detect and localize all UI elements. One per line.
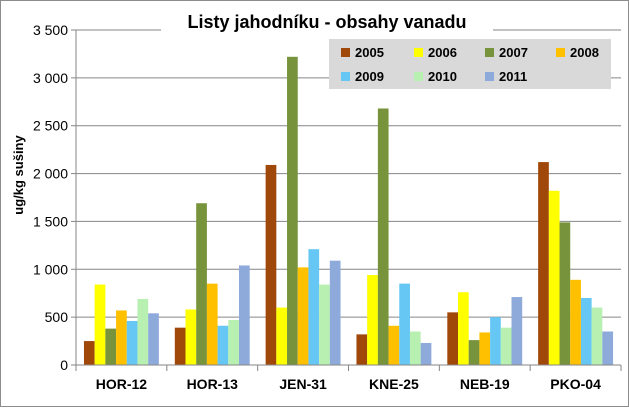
bar-2010-KNE-25 — [409, 331, 421, 365]
bar-2007-HOR-13 — [196, 203, 207, 365]
legend-label-2008: 2008 — [570, 45, 599, 60]
legend-swatch-2011 — [485, 72, 494, 81]
y-tick-label: 1 000 — [33, 261, 68, 277]
bar-2007-PKO-04 — [559, 222, 571, 365]
bar-2008-HOR-13 — [206, 283, 218, 365]
y-tick-label: 2 500 — [33, 118, 68, 134]
legend-label-2009: 2009 — [355, 69, 384, 84]
y-tick-label: 500 — [45, 309, 69, 325]
bar-2006-JEN-31 — [276, 307, 288, 365]
bar-2009-HOR-12 — [126, 320, 138, 365]
bar-2006-PKO-04 — [548, 190, 560, 365]
legend-label-2010: 2010 — [428, 69, 457, 84]
legend-swatch-2009 — [341, 72, 350, 81]
bar-2007-HOR-12 — [105, 328, 117, 365]
bar-2005-PKO-04 — [538, 162, 549, 365]
x-tick-label: KNE-25 — [369, 376, 419, 392]
legend-label-2005: 2005 — [355, 45, 384, 60]
bar-2009-NEB-19 — [490, 317, 501, 365]
bar-2007-KNE-25 — [377, 108, 389, 365]
legend-box — [329, 39, 611, 89]
y-tick-label: 3 500 — [33, 22, 68, 38]
legend-swatch-2007 — [485, 48, 494, 57]
bars — [83, 56, 614, 366]
y-tick-label: 3 000 — [33, 70, 68, 86]
bar-2008-KNE-25 — [388, 325, 400, 365]
bar-2008-HOR-12 — [116, 310, 127, 365]
bar-2005-HOR-12 — [83, 341, 95, 365]
bar-2010-HOR-12 — [137, 298, 149, 365]
chart-title: Listy jahodníku - obsahy vanadu — [187, 12, 466, 32]
bar-2011-HOR-13 — [239, 265, 250, 365]
axes: 0 500 1 000 1 500 2 000 2 500 3 000 3 500 HOR-12… — [33, 22, 622, 392]
bar-2010-NEB-19 — [500, 327, 512, 365]
bar-2011-HOR-12 — [148, 313, 159, 365]
bar-2005-HOR-13 — [174, 327, 186, 365]
bar-2006-HOR-13 — [185, 309, 197, 365]
bar-2011-NEB-19 — [511, 297, 523, 365]
bar-2009-KNE-25 — [399, 283, 410, 365]
y-tick-label: 1 500 — [33, 213, 68, 229]
bar-2010-PKO-04 — [591, 307, 603, 365]
bar-2011-JEN-31 — [329, 260, 341, 365]
bar-2009-JEN-31 — [308, 249, 320, 365]
y-tick-label: 0 — [60, 357, 68, 373]
legend-swatch-2008 — [556, 48, 565, 57]
bar-2005-JEN-31 — [265, 164, 277, 365]
y-tick-label: 2 000 — [33, 166, 68, 182]
bar-2009-HOR-13 — [217, 325, 229, 365]
bar-2008-NEB-19 — [479, 332, 491, 365]
legend-label-2007: 2007 — [499, 45, 528, 60]
legend-swatch-2005 — [341, 48, 350, 57]
bar-2007-NEB-19 — [468, 340, 480, 365]
bar-2006-HOR-12 — [94, 284, 106, 365]
bar-2007-JEN-31 — [287, 56, 298, 366]
chart-title-box: Listy jahodníku - obsahy vanadu — [161, 7, 493, 37]
y-axis-label: ug/kg sušiny — [11, 135, 26, 215]
x-tick-label: HOR-13 — [187, 376, 239, 392]
bar-2011-KNE-25 — [420, 342, 432, 365]
x-tick-label: PKO-04 — [550, 376, 601, 392]
bar-2006-KNE-25 — [367, 275, 378, 365]
bar-2006-NEB-19 — [458, 292, 469, 365]
bar-2010-HOR-13 — [228, 320, 239, 365]
bar-2005-NEB-19 — [447, 312, 458, 365]
bar-2008-JEN-31 — [297, 267, 309, 365]
x-tick-label: HOR-12 — [96, 376, 148, 392]
x-tick-label: NEB-19 — [460, 376, 510, 392]
bar-2008-PKO-04 — [570, 279, 581, 365]
legend-swatch-2010 — [414, 72, 423, 81]
legend-swatch-2006 — [414, 48, 423, 57]
bar-2009-PKO-04 — [580, 298, 592, 365]
bar-2010-JEN-31 — [319, 284, 330, 365]
legend-label-2006: 2006 — [428, 45, 457, 60]
bar-2011-PKO-04 — [602, 331, 614, 365]
legend: 2005 2006 2007 2008 2009 2010 2011 — [329, 39, 611, 89]
legend-label-2011: 2011 — [499, 69, 527, 84]
bar-2005-KNE-25 — [356, 334, 368, 365]
x-tick-label: JEN-31 — [279, 376, 327, 392]
